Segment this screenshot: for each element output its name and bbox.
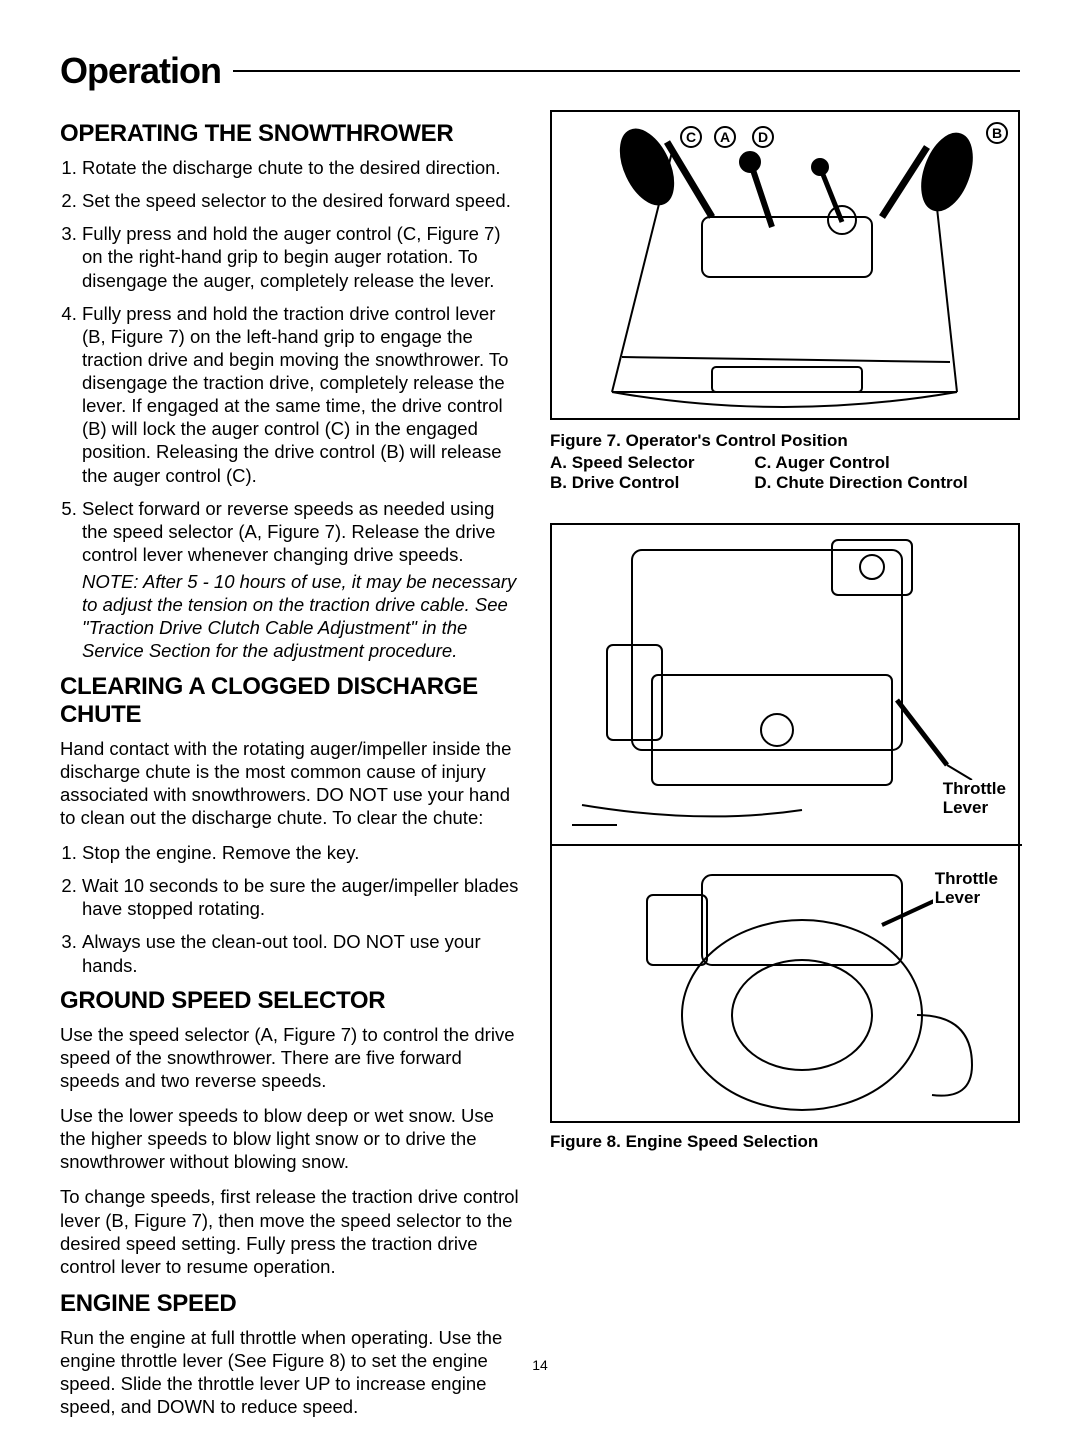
figure-8-illustration: [552, 525, 1022, 1125]
figure-7-legend: A. Speed Selector C. Auger Control B. Dr…: [550, 453, 1020, 493]
ground-p3: To change speeds, first release the trac…: [60, 1185, 520, 1278]
section-rule: [233, 70, 1020, 72]
operating-steps: Rotate the discharge chute to the desire…: [60, 156, 520, 663]
clearing-steps: Stop the engine. Remove the key. Wait 10…: [60, 841, 520, 977]
legend-d: D. Chute Direction Control: [754, 473, 1020, 493]
list-item: Rotate the discharge chute to the desire…: [82, 156, 520, 179]
figure-7: C A D B: [550, 110, 1020, 420]
legend-b: B. Drive Control: [550, 473, 754, 493]
heading-engine-speed: ENGINE SPEED: [60, 1290, 520, 1318]
figure-7-illustration: [552, 112, 1022, 422]
throttle-label-1: Throttle Lever: [941, 780, 1008, 817]
figure-8-caption: Figure 8. Engine Speed Selection: [550, 1131, 1020, 1154]
two-column-layout: OPERATING THE SNOWTHROWER Rotate the dis…: [60, 110, 1020, 1430]
callout-c: C: [680, 126, 702, 148]
figure-7-title: Figure 7. Operator's Control Position: [550, 430, 1020, 453]
callout-a: A: [714, 126, 736, 148]
section-header: Operation: [60, 50, 1020, 92]
callout-b: B: [986, 122, 1008, 144]
section-title-text: Operation: [60, 50, 221, 92]
figure-8: Throttle Lever Throttle Lever: [550, 523, 1020, 1123]
heading-clearing: CLEARING A CLOGGED DISCHARGE CHUTE: [60, 673, 520, 729]
left-column: OPERATING THE SNOWTHROWER Rotate the dis…: [60, 110, 520, 1430]
list-item-text: Select forward or reverse speeds as need…: [82, 498, 495, 565]
right-column: C A D B Figure 7. Operator's Control Pos…: [550, 110, 1020, 1430]
note-text: NOTE: After 5 - 10 hours of use, it may …: [82, 570, 520, 663]
heading-operating: OPERATING THE SNOWTHROWER: [60, 120, 520, 148]
legend-a: A. Speed Selector: [550, 453, 754, 473]
list-item: Set the speed selector to the desired fo…: [82, 189, 520, 212]
throttle-label-2: Throttle Lever: [933, 870, 1000, 907]
clearing-intro: Hand contact with the rotating auger/imp…: [60, 737, 520, 830]
callout-d: D: [752, 126, 774, 148]
list-item: Fully press and hold the auger control (…: [82, 222, 520, 291]
list-item: Stop the engine. Remove the key.: [82, 841, 520, 864]
legend-c: C. Auger Control: [754, 453, 1020, 473]
list-item: Fully press and hold the traction drive …: [82, 302, 520, 487]
page-number: 14: [0, 1357, 1080, 1373]
heading-ground-speed: GROUND SPEED SELECTOR: [60, 987, 520, 1015]
ground-p1: Use the speed selector (A, Figure 7) to …: [60, 1023, 520, 1092]
list-item: Always use the clean-out tool. DO NOT us…: [82, 930, 520, 976]
ground-p2: Use the lower speeds to blow deep or wet…: [60, 1104, 520, 1173]
list-item: Wait 10 seconds to be sure the auger/imp…: [82, 874, 520, 920]
list-item: Select forward or reverse speeds as need…: [82, 497, 520, 663]
